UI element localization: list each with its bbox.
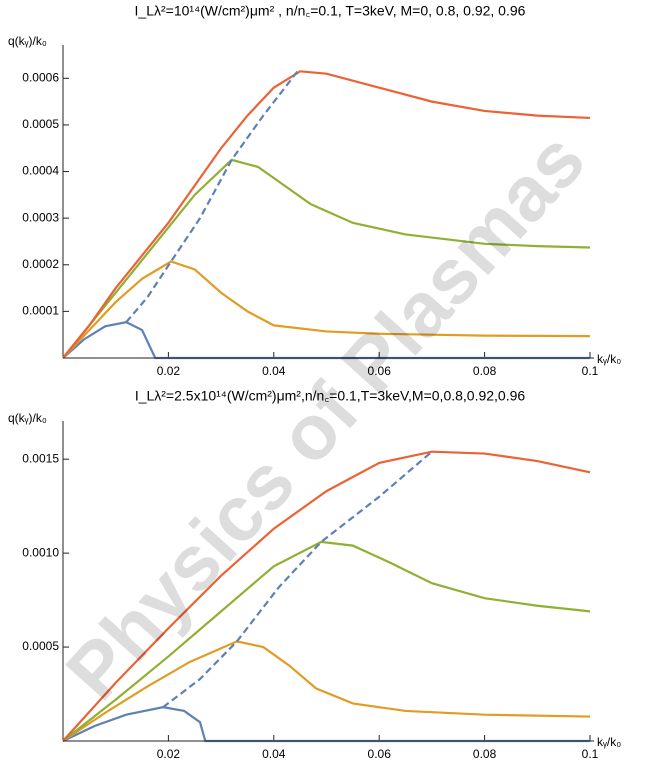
- x-tick-label: 0.02: [157, 364, 181, 378]
- line: [62, 70, 591, 359]
- chart-title: I_Lλ²=10¹⁴(W/cm²)μm² , n/n꜀=0.1, T=3keV,…: [135, 3, 526, 19]
- line: [62, 158, 591, 359]
- y-tick-label: 0.0010: [22, 545, 59, 559]
- dashed-line: [125, 70, 299, 323]
- plots: I_Lλ²=10¹⁴(W/cm²)μm² , n/n꜀=0.1, T=3keV,…: [8, 3, 621, 761]
- x-tick-label: 0.06: [368, 747, 392, 761]
- y-tick-label: 0.0004: [22, 164, 59, 178]
- x-tick-label: 0.08: [473, 747, 497, 761]
- y-tick-label: 0.0005: [22, 117, 59, 131]
- line: [62, 260, 591, 359]
- watermark: Physics of Plasmas: [49, 116, 602, 716]
- x-tick-label: 0.1: [582, 747, 599, 761]
- x-axis-label: kᵧ/k₀: [597, 735, 621, 749]
- dashed-line: [162, 450, 433, 709]
- x-tick-label: 0.08: [473, 364, 497, 378]
- y-tick-label: 0.0003: [22, 210, 59, 224]
- x-tick-label: 0.04: [262, 364, 286, 378]
- x-tick-label: 0.04: [262, 747, 286, 761]
- line: [62, 706, 590, 743]
- line: [62, 450, 591, 742]
- y-tick-label: 0.0002: [22, 257, 59, 271]
- y-tick-label: 0.0001: [22, 304, 59, 318]
- y-tick-label: 0.0015: [22, 451, 59, 465]
- x-tick-label: 0.06: [368, 364, 392, 378]
- y-tick-label: 0.0005: [22, 639, 59, 653]
- y-tick-label: 0.0006: [22, 70, 59, 84]
- y-axis-label: q(kᵧ)/k₀: [8, 34, 47, 48]
- y-axis-label: q(kᵧ)/k₀: [8, 411, 47, 425]
- chart-title: I_Lλ²=2.5x10¹⁴(W/cm²)μm²,n/n꜀=0.1,T=3keV…: [135, 388, 526, 404]
- x-axis-label: kᵧ/k₀: [597, 352, 621, 366]
- x-tick-label: 0.02: [157, 747, 181, 761]
- line: [62, 640, 591, 742]
- line: [62, 540, 591, 742]
- x-tick-label: 0.1: [582, 364, 599, 378]
